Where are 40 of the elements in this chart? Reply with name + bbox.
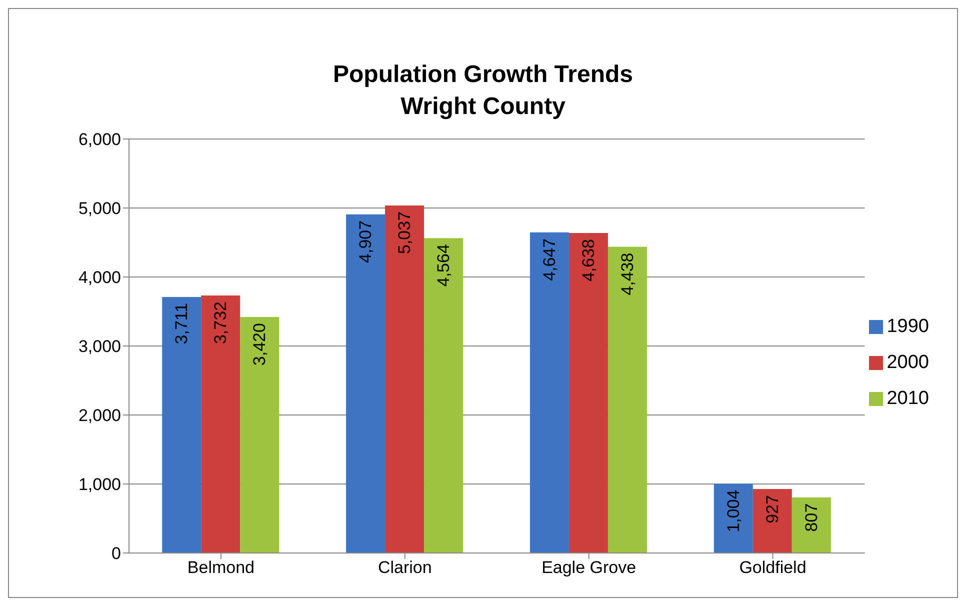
legend-label: 1990 [886,316,929,337]
x-tick-label: Goldfield [739,558,806,578]
data-label: 4,638 [578,238,598,282]
x-tick-label: Eagle Grove [542,558,636,578]
y-tick-label: 0 [112,544,121,564]
bar [162,296,202,553]
legend-label: 2010 [886,388,929,409]
y-tick-label: 2,000 [78,406,121,426]
bar [385,205,424,553]
chart-title: Population Growth Trends [332,60,634,90]
bar [201,295,240,553]
data-label: 3,420 [250,323,270,366]
data-label: 4,647 [540,238,559,281]
bar [752,489,792,553]
data-label: 1,004 [724,490,743,532]
data-label: 807 [802,503,821,532]
y-tick-label: 6,000 [78,130,121,150]
y-tick-label: 3,000 [78,337,121,356]
bar [346,214,386,553]
chart-subtitle: Wright County [400,92,566,122]
x-tick-label: Belmond [187,558,255,578]
bar [792,497,831,553]
bar [240,317,280,553]
y-tick-label: 1,000 [78,475,121,494]
bar [568,232,608,553]
data-label: 4,438 [618,252,637,296]
y-tick-label: 4,000 [78,268,121,288]
data-label: 5,037 [395,211,414,254]
data-label: 927 [762,495,782,524]
bar [530,232,569,553]
bar [714,484,753,553]
bar [424,238,464,553]
y-tick-label: 5,000 [78,199,121,218]
data-label: 3,732 [211,301,230,344]
data-label: 4,907 [356,220,376,263]
x-tick-label: Clarion [378,558,432,578]
bar [608,246,647,553]
legend-label: 2000 [886,352,929,373]
data-label: 4,564 [434,244,454,287]
data-label: 3,711 [172,302,192,344]
